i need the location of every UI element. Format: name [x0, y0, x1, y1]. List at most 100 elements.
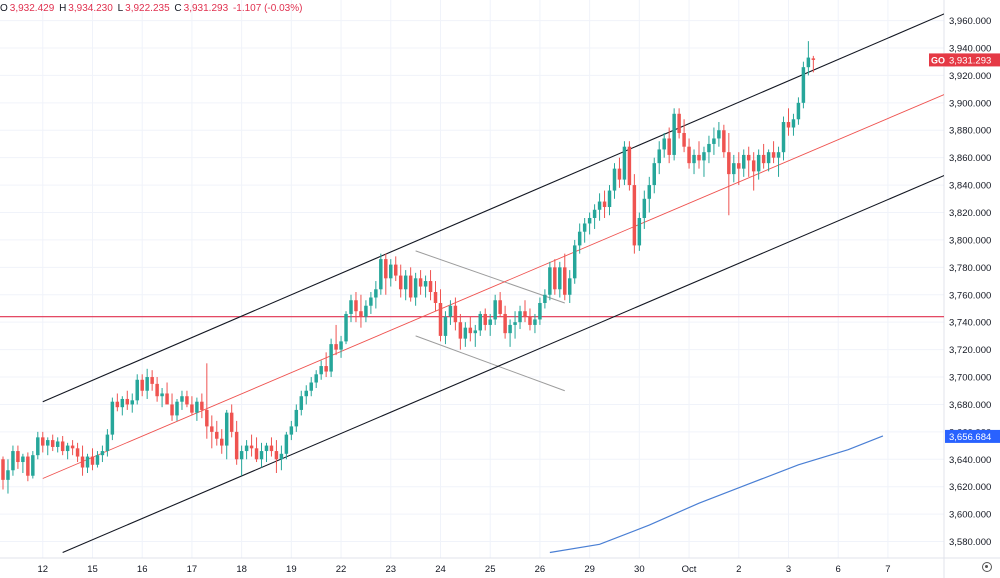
candle-body	[220, 438, 224, 446]
candle-body	[229, 412, 234, 432]
candle-body	[543, 294, 547, 303]
x-tick-label: 12	[37, 564, 48, 575]
x-tick-label: 6	[836, 564, 841, 575]
candle-body	[264, 445, 269, 452]
candle-body	[473, 330, 478, 334]
x-tick-label: 3	[786, 564, 791, 575]
y-tick-label: 3,680.000	[949, 400, 991, 411]
y-tick-label: 3,640.000	[949, 455, 991, 466]
x-tick-label: 19	[286, 564, 297, 575]
settings-icon[interactable]	[982, 562, 992, 572]
candle-body	[657, 149, 661, 164]
candle-body	[379, 259, 383, 290]
candle-body	[130, 400, 134, 405]
candle-body	[632, 185, 637, 246]
candle-body	[468, 327, 473, 334]
candle-body	[26, 456, 30, 476]
candle-body	[349, 300, 353, 314]
candle-body	[538, 302, 542, 320]
candle-body	[384, 259, 388, 279]
candle-body	[801, 67, 806, 103]
candle-body	[662, 138, 666, 150]
candle-body	[46, 440, 50, 446]
candle-body	[11, 451, 15, 471]
candle-body	[493, 300, 497, 320]
price-label: 3,931.293	[949, 55, 991, 66]
candle-body	[558, 267, 562, 290]
x-tick-label: 23	[385, 564, 396, 575]
triangle-upper-line	[415, 250, 565, 304]
channel-upper-line	[42, 13, 944, 403]
candle-body	[627, 146, 632, 186]
price-label-bg	[945, 429, 1000, 443]
candle-body	[259, 451, 264, 460]
moving-average-line	[549, 435, 884, 554]
candle-body	[533, 319, 537, 325]
x-tick-label: 2	[736, 564, 741, 575]
candle-body	[796, 102, 801, 120]
triangle-lower-line	[415, 335, 565, 392]
candle-body	[742, 154, 746, 169]
candle-body	[483, 313, 487, 325]
candle-body	[523, 311, 527, 317]
candle-body	[761, 154, 766, 164]
x-tick-label: 7	[885, 564, 890, 575]
candle-body	[806, 57, 811, 68]
channel-lower-line	[62, 174, 944, 554]
candle-body	[205, 409, 209, 427]
candle-body	[717, 130, 721, 139]
candle-body	[200, 401, 204, 410]
candle-body	[31, 455, 35, 476]
candle-body	[65, 445, 70, 452]
channel-mid-line	[42, 94, 944, 479]
candle-body	[478, 313, 482, 331]
candle-body	[503, 313, 507, 334]
price-label-bg	[945, 53, 1000, 67]
candle-body	[344, 313, 348, 342]
candle-body	[115, 401, 120, 408]
candle-body	[21, 456, 25, 463]
y-tick-label: 3,940.000	[949, 43, 991, 54]
y-tick-label: 3,880.000	[949, 126, 991, 137]
candle-body	[428, 281, 433, 293]
candle-body	[289, 426, 294, 435]
candle-body	[329, 344, 333, 372]
y-tick-label: 3,960.000	[949, 16, 991, 27]
candle-body	[677, 113, 681, 133]
candle-body	[269, 445, 274, 452]
candle-body	[568, 278, 572, 295]
x-tick-label: 25	[485, 564, 496, 575]
candle-body	[488, 319, 492, 325]
open-label: O	[0, 3, 8, 14]
candle-body	[647, 185, 652, 199]
candle-body	[458, 322, 463, 339]
x-tick-label: Oct	[682, 564, 697, 575]
candle-body	[682, 132, 686, 147]
candle-body	[508, 324, 512, 334]
candle-body	[786, 122, 791, 128]
x-tick-label: 26	[535, 564, 546, 575]
candle-body	[811, 58, 816, 60]
candle-body	[746, 154, 751, 161]
candle-body	[284, 434, 289, 454]
x-tick-label: 30	[634, 564, 645, 575]
candle-body	[324, 366, 328, 372]
y-tick-label: 3,720.000	[949, 345, 991, 356]
candle-body	[463, 327, 468, 339]
candle-body	[120, 398, 125, 408]
candle-body	[732, 163, 736, 175]
candle-body	[70, 445, 75, 449]
y-tick-label: 3,900.000	[949, 98, 991, 109]
symbol-label: GOLD	[931, 55, 957, 65]
candle-body	[572, 245, 577, 279]
y-tick-label: 3,820.000	[949, 208, 991, 219]
y-tick-label: 3,740.000	[949, 318, 991, 329]
candle-body	[110, 401, 115, 435]
candle-body	[234, 431, 239, 460]
candle-body	[518, 311, 522, 323]
candle-body	[319, 366, 323, 375]
candle-body	[150, 377, 154, 384]
candle-body	[239, 451, 244, 460]
candle-body	[304, 390, 308, 397]
